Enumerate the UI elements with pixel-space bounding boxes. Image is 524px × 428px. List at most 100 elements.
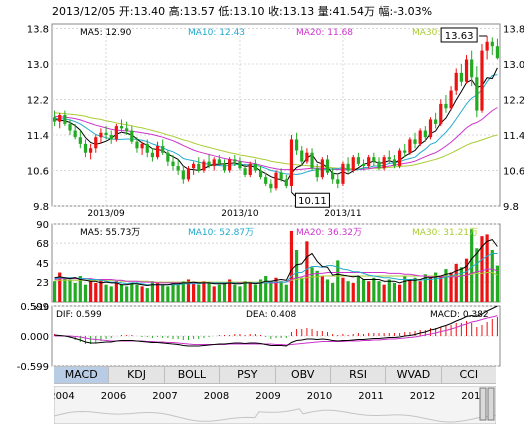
- volume-bar: [202, 281, 206, 302]
- volume-bar: [58, 272, 62, 302]
- volume-bar: [52, 281, 57, 302]
- volume-bar: [367, 281, 371, 302]
- macd-tick-label: 0.599: [20, 302, 49, 313]
- volume-bar: [341, 277, 345, 302]
- candle-body: [207, 161, 211, 167]
- candle-body: [320, 159, 324, 178]
- candle-body: [449, 90, 453, 109]
- volume-bar: [248, 282, 252, 302]
- tab-obv[interactable]: OBV: [276, 367, 331, 383]
- open-value: 13.40: [133, 5, 166, 18]
- candle-body: [372, 157, 376, 162]
- volume-bar: [454, 263, 458, 302]
- volume-bar: [459, 267, 463, 302]
- volume-bar: [161, 284, 165, 302]
- volume-bar: [243, 281, 247, 302]
- volume-bar: [439, 276, 443, 302]
- candle-body: [397, 150, 402, 167]
- volume-bar: [217, 284, 221, 302]
- price-tick-left: 9.8: [33, 202, 49, 213]
- candle-body: [392, 159, 397, 167]
- candle-body: [176, 166, 180, 171]
- price-tick-right: 13.0: [503, 60, 524, 71]
- tab-psy[interactable]: PSY: [220, 367, 276, 383]
- volume-bar: [289, 230, 294, 302]
- candle-body: [418, 130, 422, 144]
- candle-body: [243, 168, 247, 175]
- candle-body: [315, 168, 319, 178]
- low-label: 低:: [218, 5, 234, 18]
- candle-body: [202, 161, 206, 171]
- candle-body: [161, 146, 165, 153]
- price-tick-left: 10.6: [27, 166, 49, 177]
- volume-bar: [119, 284, 124, 302]
- tab-wvad[interactable]: WVAD: [386, 367, 442, 383]
- tab-kdj[interactable]: KDJ: [109, 367, 165, 383]
- volume-bar: [181, 281, 185, 302]
- tab-boll[interactable]: BOLL: [165, 367, 221, 383]
- candle-body: [413, 139, 417, 144]
- candle-body: [233, 159, 237, 162]
- volume-label: 量:: [317, 5, 333, 18]
- quote-info-bar: 2013/12/05 开:13.40 高:13.57 低:13.10 收:13.…: [52, 3, 432, 19]
- high-marker-box: [440, 27, 478, 43]
- candle-body: [459, 72, 463, 82]
- volume-bar: [346, 281, 350, 302]
- volume-bar: [320, 276, 324, 302]
- volume-bar: [418, 281, 422, 302]
- price-tick-right: 11.4: [503, 131, 524, 142]
- date-tick-label: 2013/11: [324, 209, 361, 219]
- candle-body: [140, 143, 144, 149]
- candle-body: [83, 143, 88, 153]
- candle-body: [475, 77, 479, 111]
- volume-bar: [361, 279, 366, 302]
- tab-cci[interactable]: CCI: [459, 368, 479, 381]
- candle-body: [99, 132, 103, 138]
- change-value: -3.03%: [393, 5, 433, 18]
- navigator-year-label: 2011: [358, 391, 383, 402]
- price-ma30-line: [54, 112, 498, 170]
- low-marker-box: [294, 192, 330, 208]
- volume-bar: [392, 282, 397, 302]
- navigator-right-handle: [487, 387, 495, 421]
- volume-value: 41.54万: [332, 5, 376, 18]
- volume-bar: [356, 276, 360, 302]
- high-label: 高:: [168, 5, 184, 18]
- volume-bar: [284, 284, 288, 302]
- candle-body: [119, 126, 124, 129]
- volume-bar: [192, 282, 196, 302]
- volume-bar: [336, 260, 340, 302]
- candle-body: [135, 141, 139, 149]
- price-legend-item: MA30: 11.35: [412, 28, 469, 38]
- macd-tick-label: -0.599: [17, 362, 49, 373]
- macd-legend-item: DIF: 0.599: [56, 310, 102, 320]
- volume-unit-label: x10: [34, 303, 49, 312]
- volume-bar: [233, 284, 237, 302]
- volume-bar: [434, 272, 438, 302]
- price-tick-left: 11.4: [27, 131, 49, 142]
- navigator-year-label: 2007: [152, 391, 177, 402]
- macd-tick-label: 0.000: [20, 332, 49, 343]
- volume-tick-label: 90: [36, 220, 49, 231]
- volume-bar: [264, 276, 268, 302]
- tab-rsi[interactable]: RSI: [331, 367, 387, 383]
- candle-body: [150, 152, 155, 158]
- candle-body: [186, 168, 191, 180]
- volume-bar: [78, 276, 82, 302]
- candle-body: [78, 137, 82, 144]
- candle-body: [305, 152, 309, 162]
- open-label: 开:: [118, 5, 134, 18]
- candle-body: [454, 72, 458, 91]
- high-value: 13.57: [183, 5, 215, 18]
- volume-bar: [480, 236, 484, 302]
- volume-bar: [490, 250, 494, 302]
- candle-body: [361, 163, 366, 167]
- volume-bar: [372, 277, 376, 302]
- timeline-navigator[interactable]: 2004 2006 2007 2008 2009 2010 2011 2012 2013: [54, 386, 496, 424]
- volume-bar: [377, 281, 381, 302]
- candle-body: [377, 161, 381, 169]
- candle-body: [356, 157, 360, 164]
- candle-body: [325, 159, 330, 173]
- tab-macd[interactable]: MACD: [54, 367, 110, 383]
